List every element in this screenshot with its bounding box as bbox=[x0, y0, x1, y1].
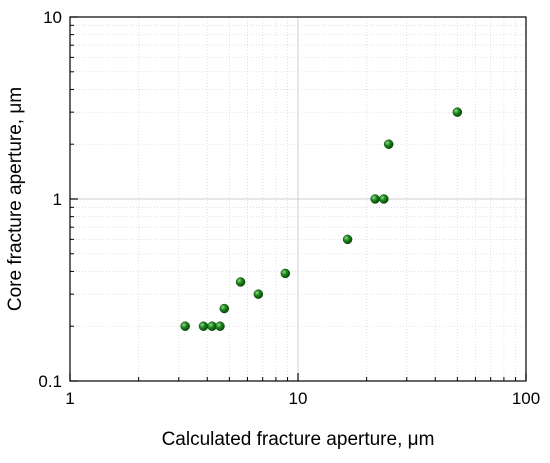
data-point bbox=[219, 303, 230, 314]
x-axis-title: Calculated fracture aperture, μm bbox=[162, 429, 435, 450]
x-tick-label: 100 bbox=[512, 389, 540, 408]
data-point bbox=[452, 107, 463, 117]
data-point bbox=[370, 194, 380, 204]
y-tick-label: 10 bbox=[43, 8, 62, 27]
y-tick-label: 0.1 bbox=[38, 372, 62, 391]
data-point bbox=[180, 321, 190, 331]
data-point bbox=[383, 139, 394, 149]
grid bbox=[70, 17, 526, 381]
data-point bbox=[342, 234, 353, 245]
data-point bbox=[215, 321, 225, 331]
data-point bbox=[280, 268, 291, 279]
data-point bbox=[379, 194, 389, 204]
data-point bbox=[235, 277, 246, 287]
data-point bbox=[253, 289, 264, 299]
axis-ticks bbox=[69, 16, 527, 382]
x-tick-label: 10 bbox=[289, 389, 308, 408]
data-points bbox=[180, 107, 463, 331]
data-point bbox=[207, 321, 217, 331]
data-point bbox=[198, 321, 209, 331]
y-tick-label: 1 bbox=[53, 190, 62, 209]
y-axis-title: Core fracture aperture, μm bbox=[5, 87, 26, 311]
x-tick-label: 1 bbox=[65, 389, 74, 408]
